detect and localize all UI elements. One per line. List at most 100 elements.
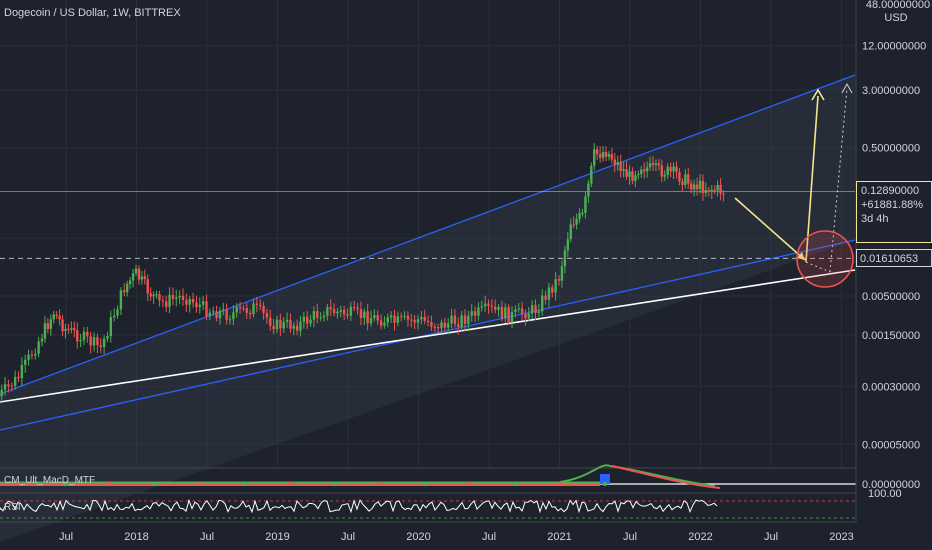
channel-fill (0, 75, 855, 542)
candle (534, 299, 537, 320)
candle (356, 303, 359, 315)
candle-body (396, 316, 400, 323)
projection-arrows (734, 82, 854, 288)
candle-body (292, 325, 295, 329)
candle (369, 310, 373, 327)
candle-body (628, 171, 631, 177)
candle (637, 170, 640, 180)
candle-body (339, 309, 342, 312)
price-axis-tick: 12.00000000 (862, 40, 926, 52)
candle (152, 291, 155, 304)
candle-body (46, 323, 50, 329)
candle (587, 179, 590, 203)
candle-body (232, 312, 235, 320)
time-axis-tick: 2022 (688, 531, 712, 543)
candle-body (581, 212, 584, 214)
candle-body (504, 307, 507, 319)
candle-body (356, 307, 359, 310)
candle (563, 245, 567, 274)
candle (433, 323, 436, 333)
candle-body (376, 315, 379, 321)
candle-body (299, 321, 302, 331)
candle (510, 306, 514, 328)
candle-body (7, 384, 10, 386)
candle (212, 306, 215, 316)
candle (140, 271, 144, 285)
candle (590, 162, 593, 188)
candle (282, 317, 285, 334)
candle (601, 145, 605, 162)
rsi-line (0, 498, 718, 514)
candle (201, 296, 205, 311)
candle (447, 318, 450, 334)
candle-body (342, 309, 346, 315)
candle (416, 314, 420, 330)
candle (604, 146, 608, 162)
candle (483, 295, 487, 313)
candle (205, 294, 208, 321)
candle-body (272, 325, 275, 330)
candle (530, 300, 534, 320)
candle (86, 326, 89, 343)
candle (520, 301, 524, 321)
current-price-value: 0.12890000 (861, 185, 920, 197)
candle (663, 170, 666, 182)
macd-indicator-label[interactable]: CM_Ult_MacD_MTF (4, 475, 96, 486)
candle (595, 145, 599, 161)
candle-body (10, 385, 13, 387)
candle-body (687, 174, 690, 184)
candle (67, 323, 70, 334)
candle-body (289, 320, 292, 329)
candle-body (410, 319, 413, 321)
candle (642, 162, 646, 179)
time-axis-tick: 2020 (406, 531, 430, 543)
rsi-indicator-label[interactable]: RSI (4, 502, 21, 513)
candle-body (52, 314, 55, 320)
candle-body (554, 279, 557, 293)
price-axis-tick: 3.00000000 (862, 85, 920, 97)
candle (440, 319, 443, 334)
candle-body (666, 166, 669, 176)
candle (625, 161, 628, 180)
candle-body (710, 189, 713, 192)
candle-body (514, 309, 517, 313)
candle (215, 305, 218, 322)
candle (569, 218, 572, 243)
current-price-change: +61881.88% (861, 199, 924, 211)
candle-body (89, 336, 92, 346)
candle-body (578, 212, 581, 219)
candle-body (195, 302, 198, 308)
time-axis-tick: 2018 (124, 531, 148, 543)
candle (420, 310, 423, 325)
candle-body (201, 301, 205, 305)
candle (155, 290, 158, 299)
candle (716, 180, 719, 197)
candle-body (560, 266, 564, 281)
candle (165, 295, 168, 312)
candle (55, 311, 58, 320)
candle (450, 308, 453, 329)
candle-body (616, 162, 619, 165)
candle-body (530, 305, 534, 314)
candle (245, 302, 248, 319)
price-axis-unit: USD (884, 12, 907, 24)
candle (329, 299, 332, 317)
candle (666, 163, 669, 179)
candle-body (188, 298, 191, 305)
candle-body (295, 325, 299, 331)
candle (17, 371, 20, 383)
candle-body (713, 189, 716, 191)
candle-body (590, 165, 593, 184)
candle (255, 296, 259, 313)
candle-body (423, 317, 426, 321)
candle (228, 315, 232, 325)
macd-histogram-bar (600, 474, 610, 484)
macd-cross-dot (152, 481, 158, 487)
candle-body (205, 301, 208, 317)
candle (225, 303, 228, 325)
candle-body (719, 184, 722, 194)
candle-body (460, 315, 463, 327)
candle-body (336, 311, 339, 314)
candle (675, 161, 678, 179)
